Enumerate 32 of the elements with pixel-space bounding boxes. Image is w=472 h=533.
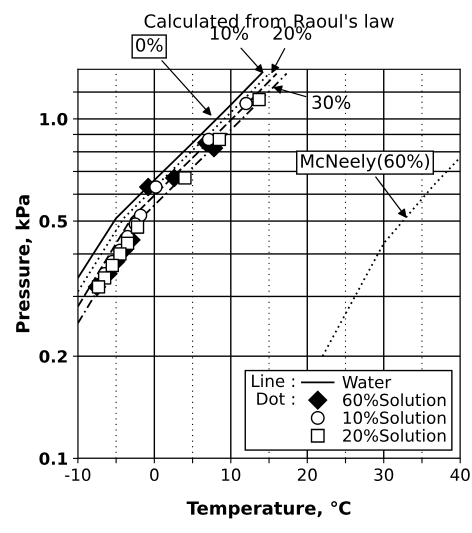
point <box>130 220 144 234</box>
x-tick-label: 10 <box>222 468 240 482</box>
y-tick-label: 0.5 <box>39 215 67 228</box>
legend-label: 10%Solution <box>344 411 446 424</box>
point <box>120 236 134 250</box>
annotation: McNeely(60%) <box>301 154 430 172</box>
x-axis-title: Temperature, ℃ <box>186 501 350 518</box>
point <box>106 258 119 272</box>
point <box>149 180 163 194</box>
x-tick-label: -10 <box>65 468 90 482</box>
legend-label: Water <box>342 376 392 388</box>
y-tick-label: 0.2 <box>39 350 67 363</box>
annotation: 20% <box>273 26 312 40</box>
x-tick-label: 30 <box>374 468 394 482</box>
annotation: Line : <box>252 374 294 388</box>
point <box>239 96 253 110</box>
y-tick-label: 1.0 <box>40 112 68 126</box>
y-axis-title: Pressure, kPa <box>16 195 32 332</box>
point <box>212 132 226 146</box>
x-tick-label: 0 <box>150 468 159 482</box>
legend-label: 60%Solution <box>343 393 446 406</box>
point <box>178 171 192 185</box>
legend-label: 20%Solution <box>343 428 446 442</box>
x-tick-label: 40 <box>450 468 470 482</box>
y-tick-label: 0.1 <box>39 452 68 465</box>
annotation: 30% <box>312 95 350 110</box>
annotation: 0% <box>136 38 163 52</box>
point <box>252 92 266 106</box>
annotation: 10% <box>210 26 248 40</box>
x-tick-label: 20 <box>298 468 317 482</box>
annotation: Dot : <box>257 392 294 405</box>
point <box>113 247 127 261</box>
